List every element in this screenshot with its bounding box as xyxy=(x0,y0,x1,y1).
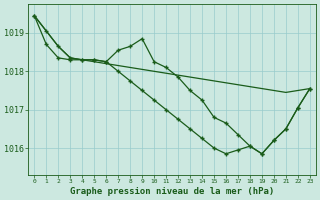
X-axis label: Graphe pression niveau de la mer (hPa): Graphe pression niveau de la mer (hPa) xyxy=(70,187,274,196)
